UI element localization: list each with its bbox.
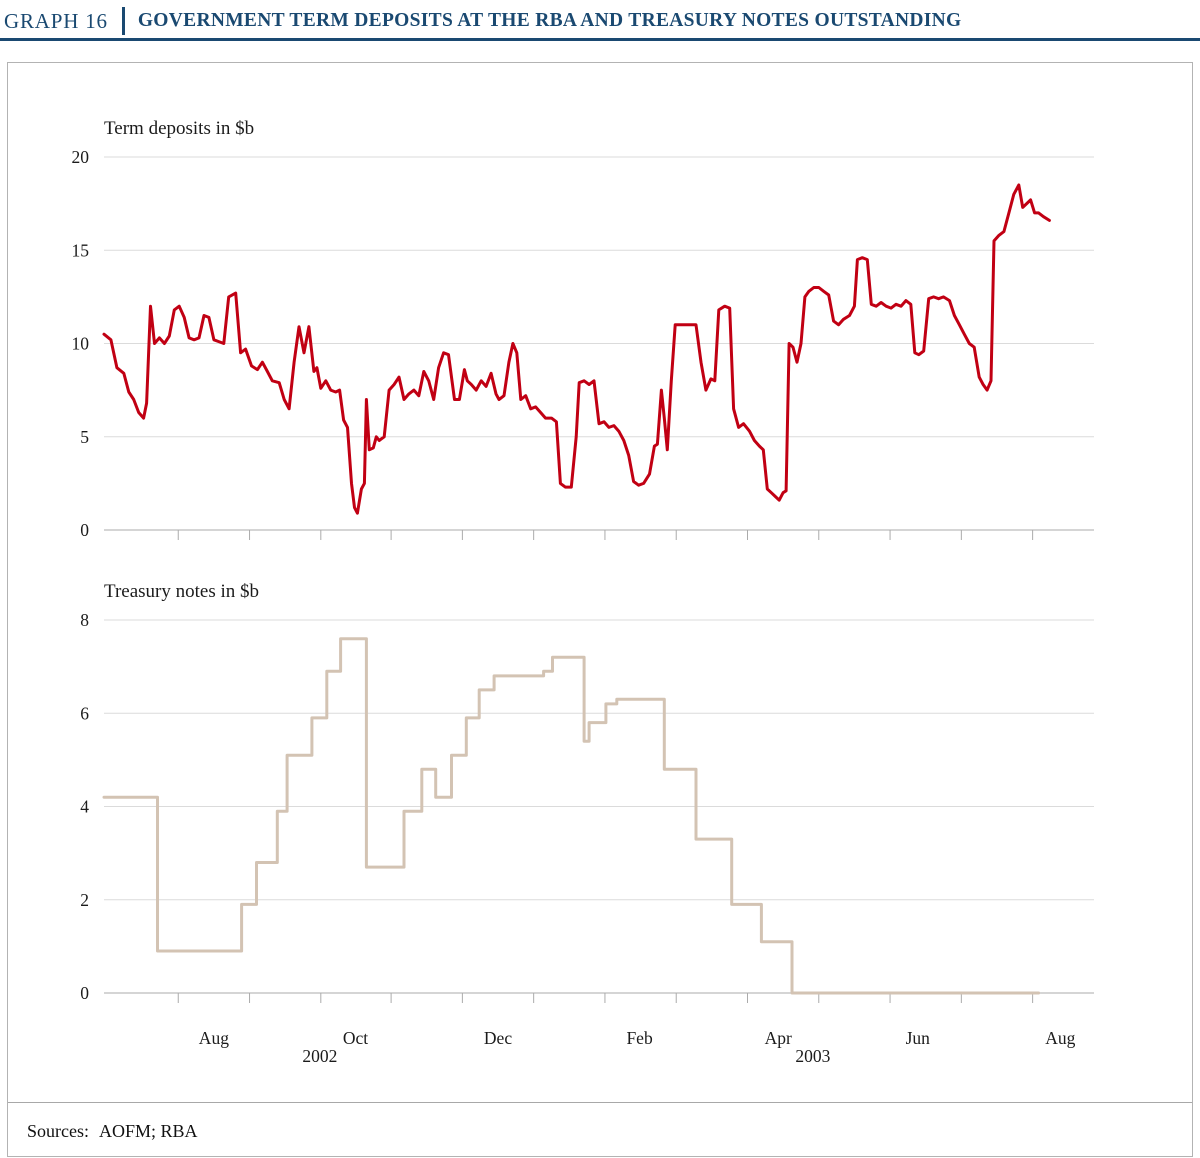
- x-axis-month-label: Oct: [342, 1028, 369, 1048]
- y-tick-label: 0: [80, 520, 89, 540]
- page-title: GOVERNMENT TERM DEPOSITS AT THE RBA AND …: [137, 10, 962, 31]
- x-axis-month-label: Aug: [1045, 1028, 1076, 1048]
- header-divider-bar: [121, 7, 125, 35]
- header-rule: [0, 38, 1200, 41]
- y-tick-label: 20: [72, 147, 90, 167]
- sources: Sources: AOFM; RBA: [27, 1121, 198, 1142]
- y-tick-label: 5: [80, 427, 89, 447]
- term-deposits-line: [102, 183, 1051, 515]
- term-deposits-axis-title: Term deposits in $b: [104, 118, 255, 139]
- x-axis-month-label: Apr: [764, 1028, 792, 1048]
- treasury-notes-axis-title: Treasury notes in $b: [104, 581, 259, 602]
- y-tick-label: 6: [80, 703, 89, 723]
- x-axis-year-label: 2002: [302, 1046, 338, 1066]
- x-axis-month-label: Jun: [905, 1028, 930, 1048]
- treasury-notes-line: [102, 637, 1041, 995]
- y-tick-label: 0: [80, 983, 89, 1003]
- term-deposits-plot: 0 5 10 15 20: [72, 147, 1094, 540]
- treasury-notes-plot: 0 2 4 6 8: [80, 610, 1094, 1003]
- y-tick-label: 10: [72, 334, 90, 354]
- y-tick-label: 4: [80, 797, 89, 817]
- x-axis-labels: Aug Oct Dec Feb Apr Jun Aug 2002 2003: [8, 1028, 1194, 1068]
- sources-label: Sources:: [27, 1121, 89, 1141]
- y-tick-label: 15: [72, 240, 90, 260]
- y-tick-label: 8: [80, 610, 89, 630]
- header: GRAPH 16 GOVERNMENT TERM DEPOSITS AT THE…: [4, 5, 962, 37]
- chart-container: Term deposits in $b 0 5 10 15 20 Treasury no…: [7, 62, 1193, 1157]
- x-axis-year-label: 2003: [795, 1046, 831, 1066]
- x-axis-month-label: Feb: [626, 1028, 653, 1048]
- graph-number-label: GRAPH 16: [4, 8, 108, 33]
- x-axis-month-label: Aug: [198, 1028, 229, 1048]
- x-axis-month-label: Dec: [483, 1028, 513, 1048]
- y-tick-label: 2: [80, 890, 89, 910]
- sources-value: AOFM; RBA: [99, 1121, 198, 1141]
- sources-divider: [8, 1102, 1192, 1103]
